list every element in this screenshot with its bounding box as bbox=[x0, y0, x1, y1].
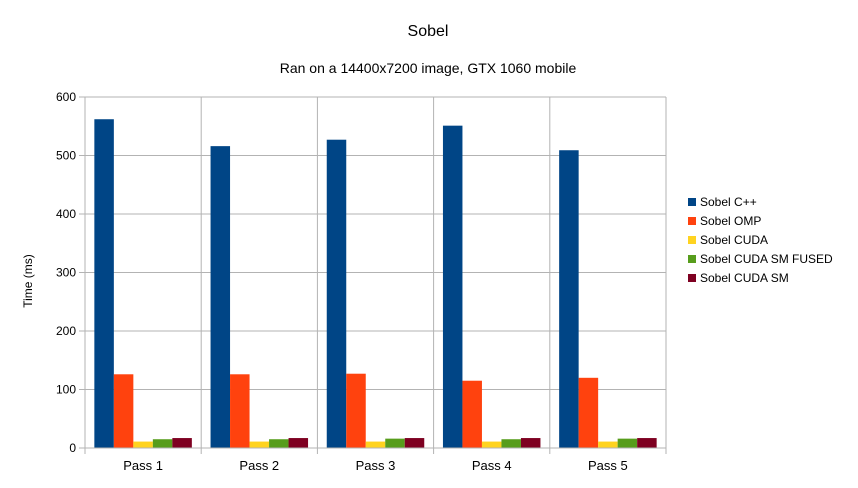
bar bbox=[442, 125, 463, 448]
x-tick-label: Pass 4 bbox=[472, 458, 512, 473]
grid-layer bbox=[84, 96, 667, 454]
legend-label: Sobel OMP bbox=[700, 214, 761, 228]
bar bbox=[172, 438, 192, 448]
bar bbox=[637, 438, 657, 448]
bar bbox=[481, 441, 502, 448]
y-tick-label: 0 bbox=[69, 441, 76, 455]
bar bbox=[269, 439, 289, 448]
y-tick-label: 400 bbox=[56, 207, 76, 221]
bar bbox=[404, 438, 425, 448]
bar bbox=[385, 438, 405, 448]
bar bbox=[578, 377, 599, 448]
bar bbox=[133, 441, 153, 448]
y-tick-label: 300 bbox=[56, 266, 76, 280]
bar bbox=[365, 441, 386, 448]
bar bbox=[520, 438, 541, 448]
x-tick-label: Pass 5 bbox=[588, 458, 628, 473]
bar bbox=[559, 150, 579, 449]
bar bbox=[152, 439, 173, 448]
legend-swatch bbox=[688, 274, 696, 282]
y-tick-label: 200 bbox=[56, 324, 76, 338]
bar bbox=[210, 146, 231, 448]
legend: Sobel C++ Sobel OMP Sobel CUDA Sobel CUDA S… bbox=[688, 195, 833, 285]
bar bbox=[249, 441, 270, 448]
bar bbox=[462, 380, 482, 448]
bar bbox=[501, 439, 521, 448]
legend-label: Sobel CUDA SM bbox=[700, 271, 789, 285]
x-tick-label: Pass 2 bbox=[239, 458, 279, 473]
legend-label: Sobel C++ bbox=[700, 195, 757, 209]
y-tick-label: 500 bbox=[56, 149, 76, 163]
bar bbox=[94, 119, 114, 448]
legend-swatch bbox=[688, 198, 696, 206]
legend-swatch bbox=[688, 236, 696, 244]
chart-subtitle: Ran on a 14400x7200 image, GTX 1060 mobi… bbox=[280, 60, 577, 76]
axis-layer: 0 100 200 300 400 500 600 Pass 1 Pass 2 Pass 3 Pas… bbox=[56, 90, 666, 473]
x-tick-label: Pass 1 bbox=[123, 458, 163, 473]
bars-layer bbox=[94, 119, 657, 449]
y-axis-label: Time (ms) bbox=[21, 254, 35, 308]
legend-label: Sobel CUDA SM FUSED bbox=[700, 252, 833, 266]
y-tick-label: 100 bbox=[56, 383, 76, 397]
bar bbox=[617, 438, 638, 448]
legend-swatch bbox=[688, 255, 696, 263]
bar bbox=[230, 374, 250, 448]
bar bbox=[288, 438, 309, 448]
legend-swatch bbox=[688, 217, 696, 225]
bar bbox=[113, 374, 134, 448]
x-tick-label: Pass 3 bbox=[356, 458, 396, 473]
legend-label: Sobel CUDA bbox=[700, 233, 768, 247]
bar bbox=[326, 139, 347, 448]
bar bbox=[598, 441, 618, 448]
chart-title: Sobel bbox=[408, 23, 449, 40]
bar bbox=[346, 373, 366, 448]
y-tick-label: 600 bbox=[56, 90, 76, 104]
